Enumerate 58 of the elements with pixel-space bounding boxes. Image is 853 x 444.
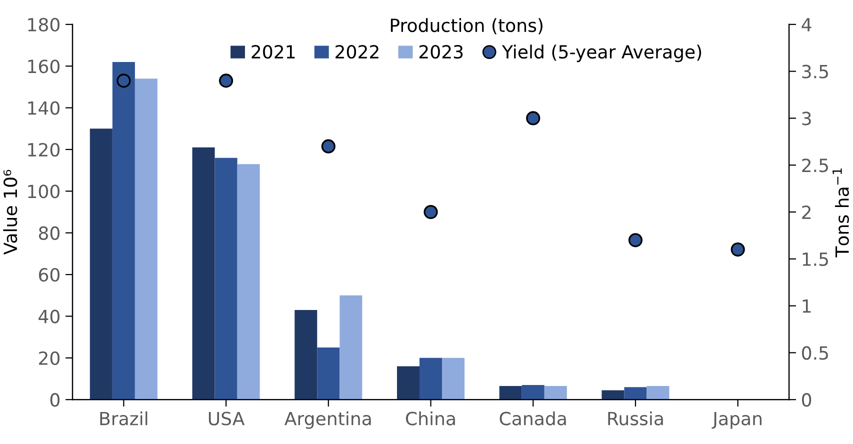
bar bbox=[499, 386, 522, 400]
y-tick-label: 20 bbox=[39, 351, 60, 366]
bar bbox=[294, 310, 318, 400]
y-tick-label: 120 bbox=[28, 142, 60, 157]
y2-tick-label: 3 bbox=[802, 112, 811, 126]
x-tick-label: Canada bbox=[500, 411, 566, 426]
y2-tick-label: 3.5 bbox=[802, 64, 828, 78]
bar bbox=[237, 164, 260, 400]
y-axis-title: Value 10⁶ bbox=[3, 170, 18, 255]
legend-label: 2022 bbox=[336, 44, 378, 59]
y-tick-label: 0 bbox=[50, 393, 60, 407]
legend-label: 2023 bbox=[419, 44, 463, 59]
bar bbox=[340, 295, 362, 400]
x-tick-label: China bbox=[406, 411, 455, 426]
bar bbox=[317, 347, 340, 400]
bar bbox=[522, 385, 544, 400]
bar bbox=[602, 390, 624, 400]
y2-tick-label: 4 bbox=[802, 18, 812, 32]
bar bbox=[214, 158, 238, 400]
x-tick-label: Japan bbox=[712, 412, 762, 429]
bar bbox=[544, 386, 567, 400]
y2-tick-label: 2.5 bbox=[802, 158, 828, 172]
y2-tick-label: 1 bbox=[802, 300, 811, 313]
bar bbox=[90, 128, 112, 400]
legend-label: 2021 bbox=[252, 44, 295, 59]
y2-axis-title: Tons ha$^{−1}$ bbox=[832, 168, 849, 258]
point bbox=[628, 233, 643, 248]
y-tick-label: 40 bbox=[38, 310, 60, 324]
point bbox=[116, 74, 131, 88]
point bbox=[730, 242, 745, 257]
y-tick-label: 140 bbox=[28, 101, 60, 115]
point bbox=[321, 139, 336, 154]
y2-tick-label: 0.5 bbox=[802, 346, 828, 360]
y-tick-label: 100 bbox=[28, 184, 60, 198]
y2-tick-label: 1.5 bbox=[802, 252, 828, 266]
x-tick-label: Russia bbox=[608, 411, 663, 426]
legend-title: Production (tons) bbox=[390, 18, 542, 34]
bar bbox=[420, 358, 442, 400]
point bbox=[219, 74, 234, 88]
y2-tick-label: 0 bbox=[802, 393, 812, 407]
y-tick-label: 160 bbox=[28, 60, 60, 74]
x-tick-label: USA bbox=[208, 412, 245, 426]
y-tick-label: 80 bbox=[38, 226, 60, 240]
y-tick-label: 180 bbox=[28, 18, 60, 32]
bar bbox=[134, 78, 158, 400]
point bbox=[424, 204, 438, 220]
bar bbox=[192, 147, 215, 400]
y2-tick-label: 2 bbox=[802, 205, 811, 219]
bar bbox=[112, 62, 135, 400]
y-tick-label: 60 bbox=[38, 268, 60, 282]
legend-label: Yield (5-year Average) bbox=[502, 44, 702, 62]
bar bbox=[442, 358, 465, 400]
bar bbox=[396, 366, 420, 400]
bar bbox=[624, 387, 647, 400]
bar bbox=[646, 386, 670, 400]
point bbox=[526, 111, 540, 126]
x-tick-label: Argentina bbox=[284, 411, 371, 429]
x-tick-label: Brazil bbox=[100, 411, 148, 426]
